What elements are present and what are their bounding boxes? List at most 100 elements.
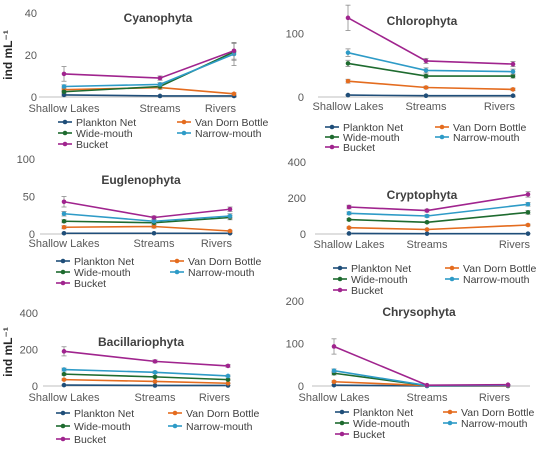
y-axis-label: ind mL⁻¹ [1,30,15,80]
legend-label: Wide-mouth [353,418,410,430]
legend-marker [172,410,178,416]
legend-marker [60,423,66,429]
legend-label: Van Dorn Bottle [453,122,527,134]
chart-panel-6: 0 100 200 Chrysophyta Shallow Lakes Streams Ri… [286,296,535,441]
data-point [345,78,351,84]
data-point [152,370,158,375]
data-point [510,61,516,67]
y-tick-label: 0 [300,229,306,241]
chart-panel-3: 0 50 100 Euglenophyta Shallow Lakes Streams Ri… [17,154,262,290]
data-point [345,50,351,55]
data-point [225,363,231,369]
x-tick-label: Streams [134,238,175,250]
series-line [63,94,234,97]
legend-label: Narrow-mouth [461,418,528,430]
legend-marker [174,258,180,264]
x-tick-label: Streams [140,103,181,115]
data-point [424,213,430,219]
legend-marker [60,258,66,264]
series-line [347,94,513,97]
x-tick-label: Rivers [201,238,233,250]
data-point [61,382,67,388]
data-point [152,379,158,384]
data-point [61,367,67,372]
legend-label: Bucket [74,278,106,290]
chart-title: Chlorophyta [387,14,458,28]
legend-label: Plankton Net [76,117,136,129]
legend-label: Plankton Net [74,256,134,268]
y-tick-label: 400 [288,157,306,169]
data-point [157,82,163,87]
x-tick-label: Shallow Lakes [29,103,100,115]
data-point [61,230,67,236]
x-tick-label: Rivers [199,392,231,404]
data-point [331,382,337,388]
legend-label: Van Dorn Bottle [195,117,269,129]
series-line [63,53,235,88]
data-point [151,230,157,236]
data-point [346,204,352,210]
series-line [347,80,514,91]
data-point [345,92,351,98]
y-tick-label: 0 [298,381,304,393]
data-point [510,93,516,99]
legend-marker [60,280,66,286]
data-point [227,206,233,212]
data-point [345,15,351,21]
data-point [525,231,531,236]
legend-label: Wide-mouth [343,132,400,144]
y-tick-label: 100 [286,29,304,41]
legend-label: Narrow-mouth [195,128,262,140]
data-point [346,225,352,230]
data-point [61,71,67,77]
legend-marker [60,410,66,416]
legend-marker [329,144,335,150]
x-tick-label: Streams [406,101,447,113]
chart-panel-4: 0 200 400 Cryptophyta Shallow Lakes Streams Ri… [288,157,537,297]
data-point [152,359,158,364]
legend-marker [62,119,68,125]
data-point [424,227,430,232]
data-point [331,379,337,385]
data-point [225,380,231,386]
y-tick-label: 0 [31,92,37,104]
data-point [61,92,67,98]
data-point [227,213,233,219]
y-tick-label: 20 [25,50,37,62]
y-axis-label: ind mL⁻¹ [1,327,15,377]
legend-marker [339,420,345,426]
legend-label: Narrow-mouth [453,132,520,144]
legend-label: Wide-mouth [74,421,131,433]
data-point [510,69,516,74]
legend-label: Plankton Net [351,263,411,275]
series-line [63,378,229,385]
data-point [152,374,158,380]
data-point [61,84,67,89]
y-tick-label: 200 [20,345,38,357]
legend-marker [174,269,180,275]
legend-label: Wide-mouth [74,267,131,279]
data-point [345,61,351,66]
legend-label: Plankton Net [343,122,403,134]
x-tick-label: Shallow Lakes [29,238,100,250]
legend-label: Bucket [343,142,375,154]
data-point [225,373,231,379]
data-point [61,218,67,224]
data-point [152,383,158,388]
legend-label: Van Dorn Bottle [188,256,262,268]
data-point [525,192,531,197]
legend-label: Plankton Net [353,407,413,419]
legend-label: Narrow-mouth [188,267,255,279]
legend-marker [449,276,455,282]
legend-label: Bucket [351,285,383,297]
data-point [423,73,429,79]
legend-label: Narrow-mouth [186,421,253,433]
legend-marker [337,287,343,293]
chart-panel-5: 0 200 400 ind mL⁻¹ Bacillariophyta Shallow La… [1,308,260,446]
data-point [227,228,233,234]
y-tick-label: 200 [288,193,306,205]
series-line [63,212,231,223]
y-tick-label: 100 [286,339,304,351]
data-point [61,349,67,354]
